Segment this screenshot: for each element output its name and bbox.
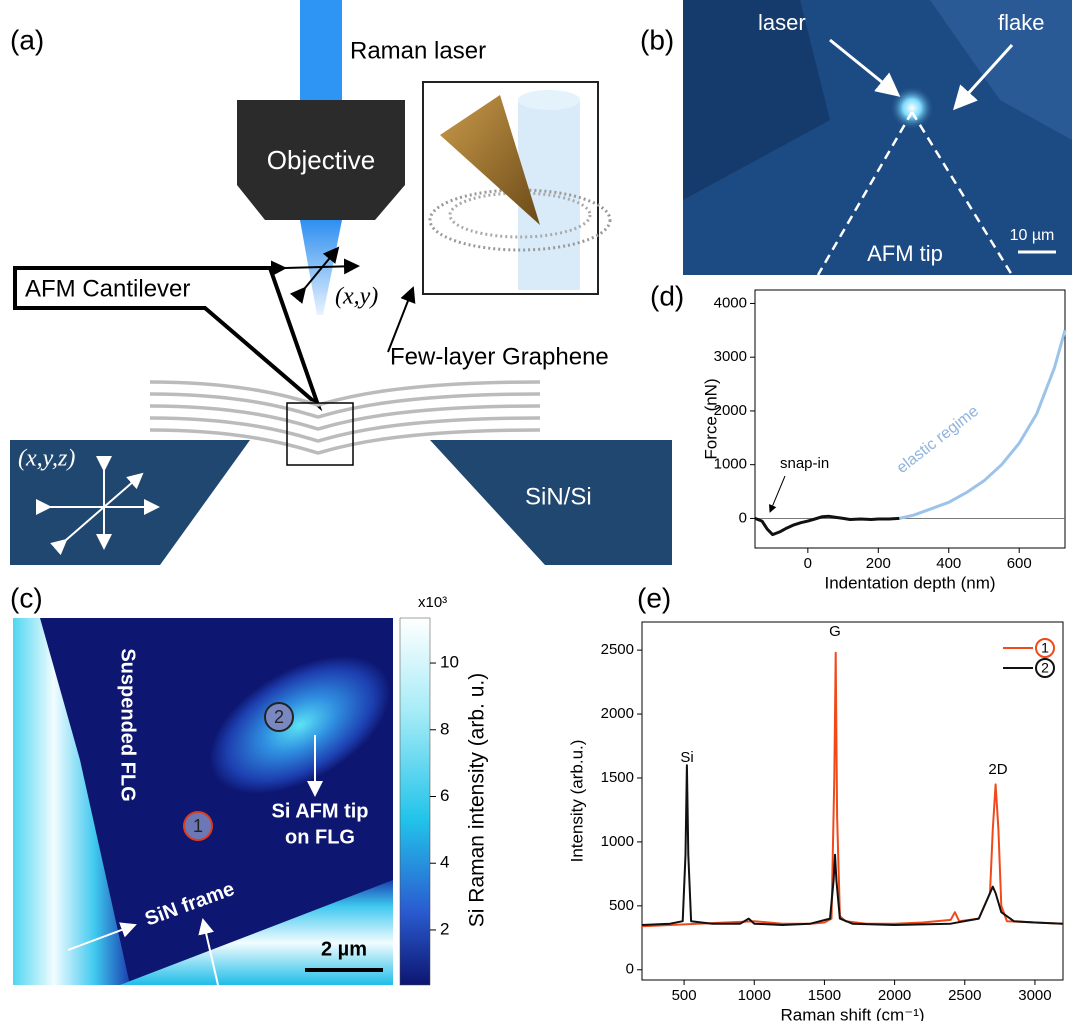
panel-label: (b) <box>640 24 674 55</box>
colorbar-tick-label: 10 <box>440 653 459 672</box>
colorbar <box>400 618 430 985</box>
plot-frame <box>642 622 1063 980</box>
x-tick-label: 1500 <box>808 987 841 1004</box>
x-axis-label: Raman shift (cm⁻¹) <box>780 1005 924 1021</box>
y-axis-label: Intensity (arb.u.) <box>567 740 586 863</box>
suspended-label: Suspended FLG <box>117 648 139 801</box>
panel-c: (c) Suspended FLG 1 2 Si AFM tip on FLG … <box>10 582 489 985</box>
figure: (a) Raman laser Objective (x,y) AFM Cant… <box>0 0 1072 1021</box>
colorbar-title: Si Raman intensity (arb. u.) <box>466 673 489 927</box>
y-tick-label: 2000 <box>601 705 634 722</box>
colorbar-tick-label: 4 <box>440 853 449 872</box>
tip-label: AFM tip <box>867 241 943 266</box>
marker-1-label: 1 <box>193 816 203 836</box>
x-tick-label: 2000 <box>878 987 911 1004</box>
scale-label: 10 µm <box>1010 227 1055 244</box>
y-tick-label: 1500 <box>601 769 634 786</box>
plot-frame <box>755 290 1065 548</box>
colorbar-multiplier: x10³ <box>418 594 447 611</box>
legend-label: 1 <box>1041 640 1049 656</box>
annotation: elastic regime <box>894 403 982 477</box>
colorbar-tick-label: 2 <box>440 919 449 938</box>
marker-2-label: 2 <box>274 707 284 727</box>
x-tick-label: 600 <box>1007 555 1032 572</box>
objective-label: Objective <box>267 145 375 175</box>
y-tick-label: 1000 <box>601 833 634 850</box>
panel-label: (a) <box>10 24 44 55</box>
inset <box>423 82 610 294</box>
cantilever-label: AFM Cantilever <box>25 275 190 302</box>
tip-label: on FLG <box>285 826 355 848</box>
y-tick-label: 0 <box>739 509 747 526</box>
y-tick-label: 4000 <box>714 294 747 311</box>
laser-label: Raman laser <box>350 37 486 64</box>
data-line <box>642 653 1063 927</box>
panel-label: (c) <box>10 582 43 613</box>
scale-label: 2 µm <box>321 938 367 960</box>
xy-label: (x,y) <box>335 284 378 310</box>
panel-label: (e) <box>637 582 671 613</box>
laser-label: laser <box>758 10 806 35</box>
x-tick-label: 200 <box>866 555 891 572</box>
x-axis-label: Indentation depth (nm) <box>824 573 995 592</box>
annotation: snap-in <box>780 455 829 472</box>
flake-label: flake <box>998 10 1044 35</box>
page: (a) Raman laser Objective (x,y) AFM Cant… <box>0 0 1072 1021</box>
panel-a: (a) Raman laser Objective (x,y) AFM Cant… <box>10 0 672 565</box>
tip-label: Si AFM tip <box>271 800 368 822</box>
y-axis-label: Force (nN) <box>701 378 720 459</box>
graphene-label: Few-layer Graphene <box>390 343 609 370</box>
x-tick-label: 2500 <box>948 987 981 1004</box>
data-line <box>899 330 1065 518</box>
panel-b: (b) laser flake AFM tip 10 µm <box>640 0 1072 275</box>
y-tick-label: 3000 <box>714 348 747 365</box>
laser-beam <box>300 0 342 102</box>
x-tick-label: 0 <box>804 555 812 572</box>
peak-label: Si <box>680 749 693 766</box>
x-tick-label: 3000 <box>1018 987 1051 1004</box>
data-line <box>755 516 899 534</box>
colorbar-tick-label: 8 <box>440 719 449 738</box>
y-tick-label: 2500 <box>601 641 634 658</box>
y-tick-label: 0 <box>626 961 634 978</box>
x-tick-label: 1000 <box>738 987 771 1004</box>
panel-label: (d) <box>650 280 684 311</box>
x-tick-label: 400 <box>936 555 961 572</box>
peak-label: 2D <box>988 761 1007 778</box>
xyz-label: (x,y,z) <box>18 446 75 472</box>
annotation-arrow <box>770 476 785 512</box>
substrate-label: SiN/Si <box>525 483 592 510</box>
y-tick-label: 500 <box>609 897 634 914</box>
x-tick-label: 500 <box>672 987 697 1004</box>
colorbar-tick-label: 6 <box>440 786 449 805</box>
peak-label: G <box>829 623 841 640</box>
legend-label: 2 <box>1041 660 1049 676</box>
